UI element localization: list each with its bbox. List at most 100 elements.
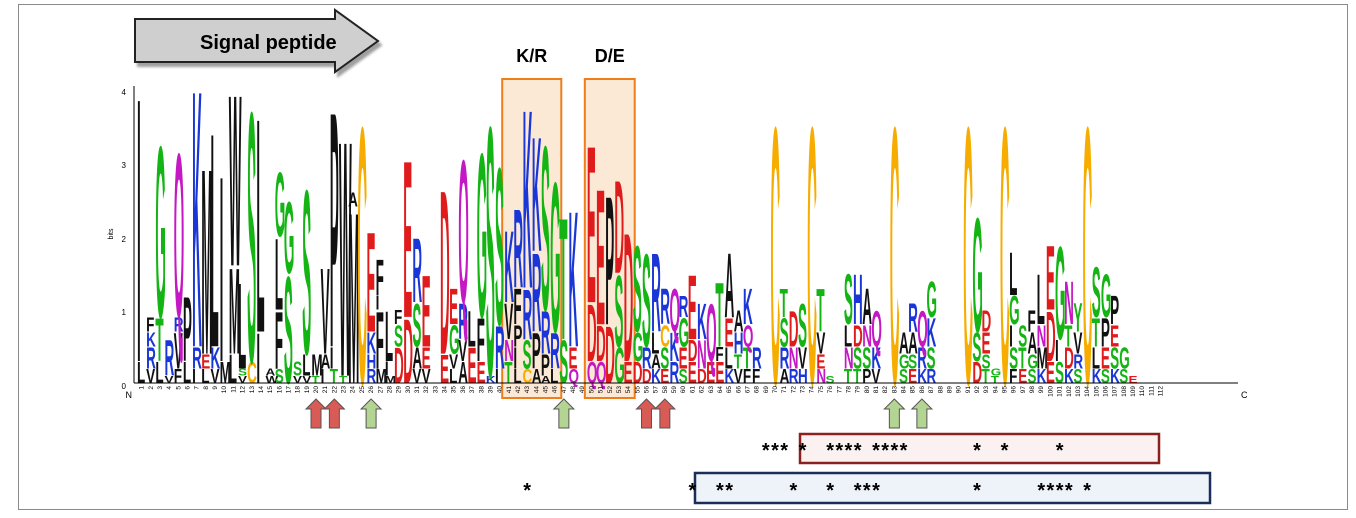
x-tick-label: 86 [919,386,926,394]
logo-letter: V [798,342,807,376]
logo-letter: R [660,278,670,335]
logo-letter: R [174,313,184,337]
logo-letter: K [504,211,514,325]
x-tick-label: 23 [341,386,348,394]
x-tick-label: 35 [451,386,458,394]
logo-letter: R [367,364,377,388]
logo-letter: S [559,329,568,397]
logo-letter: S [679,364,688,388]
x-tick-label: 54 [625,386,632,394]
x-tick-label: 98 [1029,386,1036,394]
logo-letter: L [725,342,733,376]
x-tick-label: 44 [533,386,540,394]
logo-letter: Y [1073,295,1082,341]
logo-letter: L [1092,342,1100,376]
logo-letter: S [412,292,421,360]
x-tick-label: 11 [230,386,237,393]
x-tick-label: 84 [901,386,908,394]
logo-letter: T [816,278,824,346]
x-tick-label: 53 [616,386,623,394]
x-tick-label: 95 [1002,386,1009,394]
x-tick-label: 34 [442,386,449,394]
signal-peptide-arrow: Signal peptide [134,8,380,74]
logo-letter: T [844,364,853,388]
logo-letter: N [697,332,707,378]
logo-letter: H [367,349,377,373]
logo-letter: S [1110,342,1119,376]
logo-letter: S [908,349,917,373]
logo-letter: S [899,364,908,388]
logo-letter: E [1101,342,1110,376]
logo-letter: L [651,328,659,362]
logo-letter: A [458,357,468,391]
logo-letter: R [412,220,422,322]
logo-letter: S [486,52,495,452]
conservation-row-box [798,432,1161,465]
x-tick-label: 69 [763,386,770,394]
logo-letter: T [853,364,862,388]
logo-letter: F [1027,306,1035,340]
logo-letter: D [972,357,982,391]
x-tick-label: 20 [313,386,320,394]
logo-letter: R [495,314,505,382]
logo-letter: K [568,173,578,389]
logo-letter: K [1092,364,1102,388]
x-axis: N C 1 2 3 4 5 6 7 8 9 10 11 12 13 14 15 16 17 18 19 20 21 22 2… [126,382,1248,400]
x-tick-label: 56 [643,386,650,394]
logo-letter: R [458,292,468,349]
x-tick-label: 1 [139,386,146,390]
logo-letter: S [926,342,935,376]
logo-letter: C [247,357,257,391]
logo-letter: D [614,153,624,301]
logo-letter: P [862,364,871,388]
logo-letter: P [513,320,522,354]
logo-letter: H [798,364,808,388]
logo-letter: Q [706,288,716,379]
logo-letter: V [293,374,302,386]
logo-letter: R [752,342,762,376]
x-tick-label: 57 [653,386,660,394]
logo-letter: I [192,364,196,388]
conservation-star: * [872,440,880,462]
logo-letter: E [688,256,697,358]
logo-letter: K [1110,364,1120,388]
logo-letter: E [596,151,605,367]
logo-letter: K [532,103,542,286]
logo-letter: L [1009,241,1017,309]
logo-letter: L [467,300,475,357]
logo-letter: W [266,374,280,386]
green-arrow-marker [910,398,934,429]
logo-letter: A [862,278,872,335]
conservation-star: * [762,440,770,462]
logo-letter: I [376,291,380,315]
logo-letter: P [330,41,339,418]
logo-letter: E [1046,227,1055,329]
logo-letter: Q [174,105,185,368]
logo-letter: D [853,320,863,354]
logo-letter: L [385,296,393,377]
x-tick-label: 67 [744,386,751,394]
logo-letter: S [826,374,835,386]
logo-letter: K [210,342,220,376]
highlight-box [501,78,563,399]
logo-letter: Q [458,117,469,346]
logo-letter: P [532,322,541,379]
logo-letter: V [422,364,431,388]
green-arrow-marker [359,398,383,429]
logo-letter: M [220,357,231,391]
logo-letter: N [844,342,854,376]
x-tick-label: 89 [946,386,953,394]
x-tick-label: 9 [212,386,219,390]
logo-letter: G [155,95,166,369]
logo-letter: K [926,310,936,356]
logo-letter: D [1064,342,1074,376]
logo-letter: K [669,325,679,371]
x-axis-end-label: C [1241,390,1248,400]
logo-letter: S [1018,320,1027,354]
logo-letter: D [596,314,606,371]
x-tick-label: 83 [891,386,898,394]
logo-letter: E [1018,364,1027,388]
conservation-star: * [1037,480,1045,502]
logo-letter: A [899,328,909,362]
logo-letter: S [247,37,256,437]
